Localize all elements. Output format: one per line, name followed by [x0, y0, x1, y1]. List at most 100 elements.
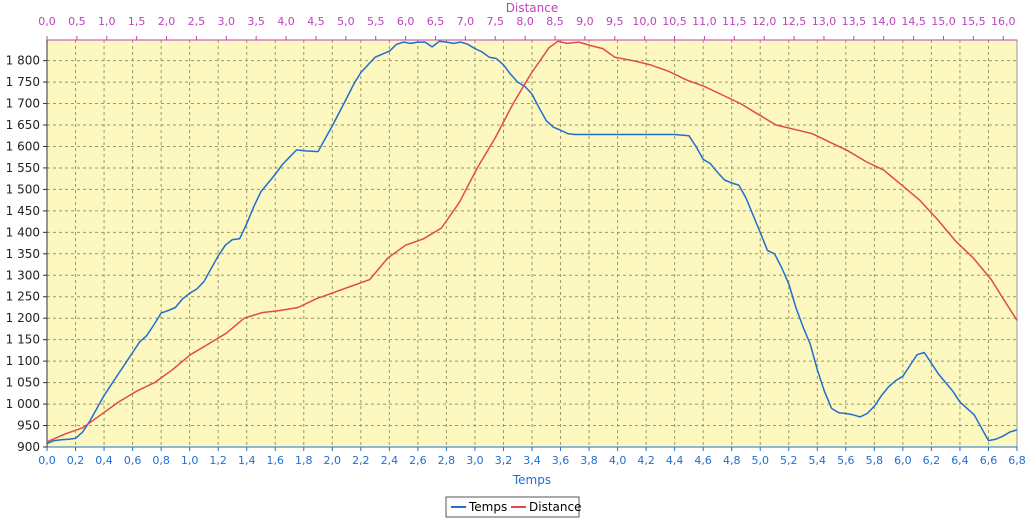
x2-tick-label: 9,0 [576, 15, 594, 28]
x2-tick-label: 6,0 [397, 15, 415, 28]
x2-tick-label: 7,5 [486, 15, 504, 28]
series-lines [46, 40, 1018, 445]
x-tick-label: 0,2 [67, 454, 85, 467]
x2-tick-label: 4,0 [277, 15, 295, 28]
x-tick-label: 2,4 [381, 454, 399, 467]
x-tick-label: 1,8 [295, 454, 313, 467]
x-tick-label: 4,0 [609, 454, 627, 467]
x-tick-label: 0,8 [152, 454, 170, 467]
y-tick-label: 1 400 [6, 225, 40, 239]
x2-tick-label: 2,0 [158, 15, 176, 28]
x-tick-label: 6,4 [951, 454, 969, 467]
x-tick-label: 4,4 [666, 454, 684, 467]
y-tick-label: 1 700 [6, 97, 40, 111]
x2-tick-label: 5,0 [337, 15, 355, 28]
x2-tick-label: 10,5 [662, 15, 687, 28]
x2-tick-label: 0,5 [68, 15, 86, 28]
x2-tick-label: 12,0 [752, 15, 777, 28]
x2-tick-label: 16,0 [991, 15, 1016, 28]
x2-tick-label: 5,5 [367, 15, 385, 28]
x-tick-label: 5,2 [780, 454, 798, 467]
x2-tick-label: 0,0 [38, 15, 56, 28]
grid-lines [47, 40, 1017, 447]
x-tick-label: 6,2 [923, 454, 941, 467]
x2-tick-label: 7,0 [457, 15, 475, 28]
y-tick-label: 1 350 [6, 247, 40, 261]
x-tick-label: 2,2 [352, 454, 370, 467]
x2-tick-label: 8,5 [546, 15, 564, 28]
x2-tick-label: 9,5 [606, 15, 624, 28]
x-tick-label: 4,8 [723, 454, 741, 467]
x-tick-label: 1,0 [181, 454, 199, 467]
x2-tick-label: 4,5 [307, 15, 325, 28]
x2-tick-label: 12,5 [782, 15, 807, 28]
x-tick-label: 3,2 [495, 454, 513, 467]
x2-tick-label: 2,5 [188, 15, 206, 28]
x-tick-label: 3,0 [466, 454, 484, 467]
x2-axis-title: Distance [506, 1, 558, 15]
x2-tick-label: 11,0 [692, 15, 717, 28]
y-tick-label: 950 [17, 419, 40, 433]
x-tick-label: 3,4 [523, 454, 541, 467]
x-tick-label: 0,6 [124, 454, 142, 467]
y-tick-label: 1 550 [6, 161, 40, 175]
x2-tick-label: 15,0 [931, 15, 956, 28]
x-tick-label: 3,6 [552, 454, 570, 467]
y-tick-label: 1 100 [6, 354, 40, 368]
x-tick-label: 2,0 [324, 454, 342, 467]
y-tick-label: 900 [17, 440, 40, 454]
y-tick-label: 1 600 [6, 139, 40, 153]
x2-tick-label: 1,5 [128, 15, 146, 28]
x2-axis-ticks: 0,0 0,5 1,0 1,5 2,0 2,5 3,0 3,5 4,0 4,5 5,0 5,5 6,0 6… [38, 15, 1016, 40]
y-tick-label: 1 500 [6, 182, 40, 196]
y-tick-label: 1 250 [6, 290, 40, 304]
x-tick-label: 3,8 [580, 454, 598, 467]
x-tick-label: 2,6 [409, 454, 427, 467]
x-tick-label: 5,6 [837, 454, 855, 467]
x-tick-label: 0,0 [38, 454, 56, 467]
x2-tick-label: 13,5 [842, 15, 867, 28]
x2-tick-label: 15,5 [961, 15, 986, 28]
y-tick-label: 1 000 [6, 397, 40, 411]
x2-tick-label: 3,5 [247, 15, 265, 28]
x2-tick-label: 3,0 [218, 15, 236, 28]
series-line-distance [46, 40, 1018, 443]
x-tick-label: 6,0 [894, 454, 912, 467]
y-tick-label: 1 200 [6, 311, 40, 325]
y-tick-label: 1 300 [6, 268, 40, 282]
x-tick-label: 1,2 [209, 454, 227, 467]
x-tick-label: 6,6 [980, 454, 998, 467]
y-tick-label: 1 750 [6, 75, 40, 89]
x-tick-label: 1,6 [266, 454, 284, 467]
x2-tick-label: 11,5 [722, 15, 747, 28]
x2-tick-label: 8,0 [516, 15, 534, 28]
legend-label-temps: Temps [468, 500, 507, 514]
x2-tick-label: 14,5 [901, 15, 926, 28]
x-tick-label: 5,8 [866, 454, 884, 467]
y-tick-label: 1 050 [6, 376, 40, 390]
x-tick-label: 6,8 [1008, 454, 1026, 467]
x-tick-label: 4,2 [637, 454, 655, 467]
series-line-temps [46, 40, 1018, 445]
y-axis-ticks: 900 950 1 000 1 050 1 100 1 150 1 200 1 250 1 30… [6, 54, 47, 454]
x2-tick-label: 14,0 [871, 15, 896, 28]
x-tick-label: 5,4 [809, 454, 827, 467]
legend-label-distance: Distance [529, 500, 581, 514]
y-tick-label: 1 650 [6, 118, 40, 132]
x-axis-ticks: 0,0 0,2 0,4 0,6 0,8 1,0 1,2 1,4 1,6 1,8 2,0 2,2 2,4 2… [38, 447, 1026, 467]
x2-tick-label: 13,0 [812, 15, 837, 28]
x-tick-label: 0,4 [95, 454, 113, 467]
x-tick-label: 5,0 [751, 454, 769, 467]
x-tick-label: 4,6 [694, 454, 712, 467]
x2-tick-label: 1,0 [98, 15, 116, 28]
y-tick-label: 1 800 [6, 54, 40, 68]
x2-tick-label: 10,0 [632, 15, 657, 28]
x-axis-title: Temps [512, 473, 551, 487]
y-tick-label: 1 150 [6, 333, 40, 347]
x-tick-label: 1,4 [238, 454, 256, 467]
x-tick-label: 2,8 [438, 454, 456, 467]
x2-tick-label: 6,5 [427, 15, 445, 28]
legend: Temps Distance [445, 496, 581, 518]
y-tick-label: 1 450 [6, 204, 40, 218]
